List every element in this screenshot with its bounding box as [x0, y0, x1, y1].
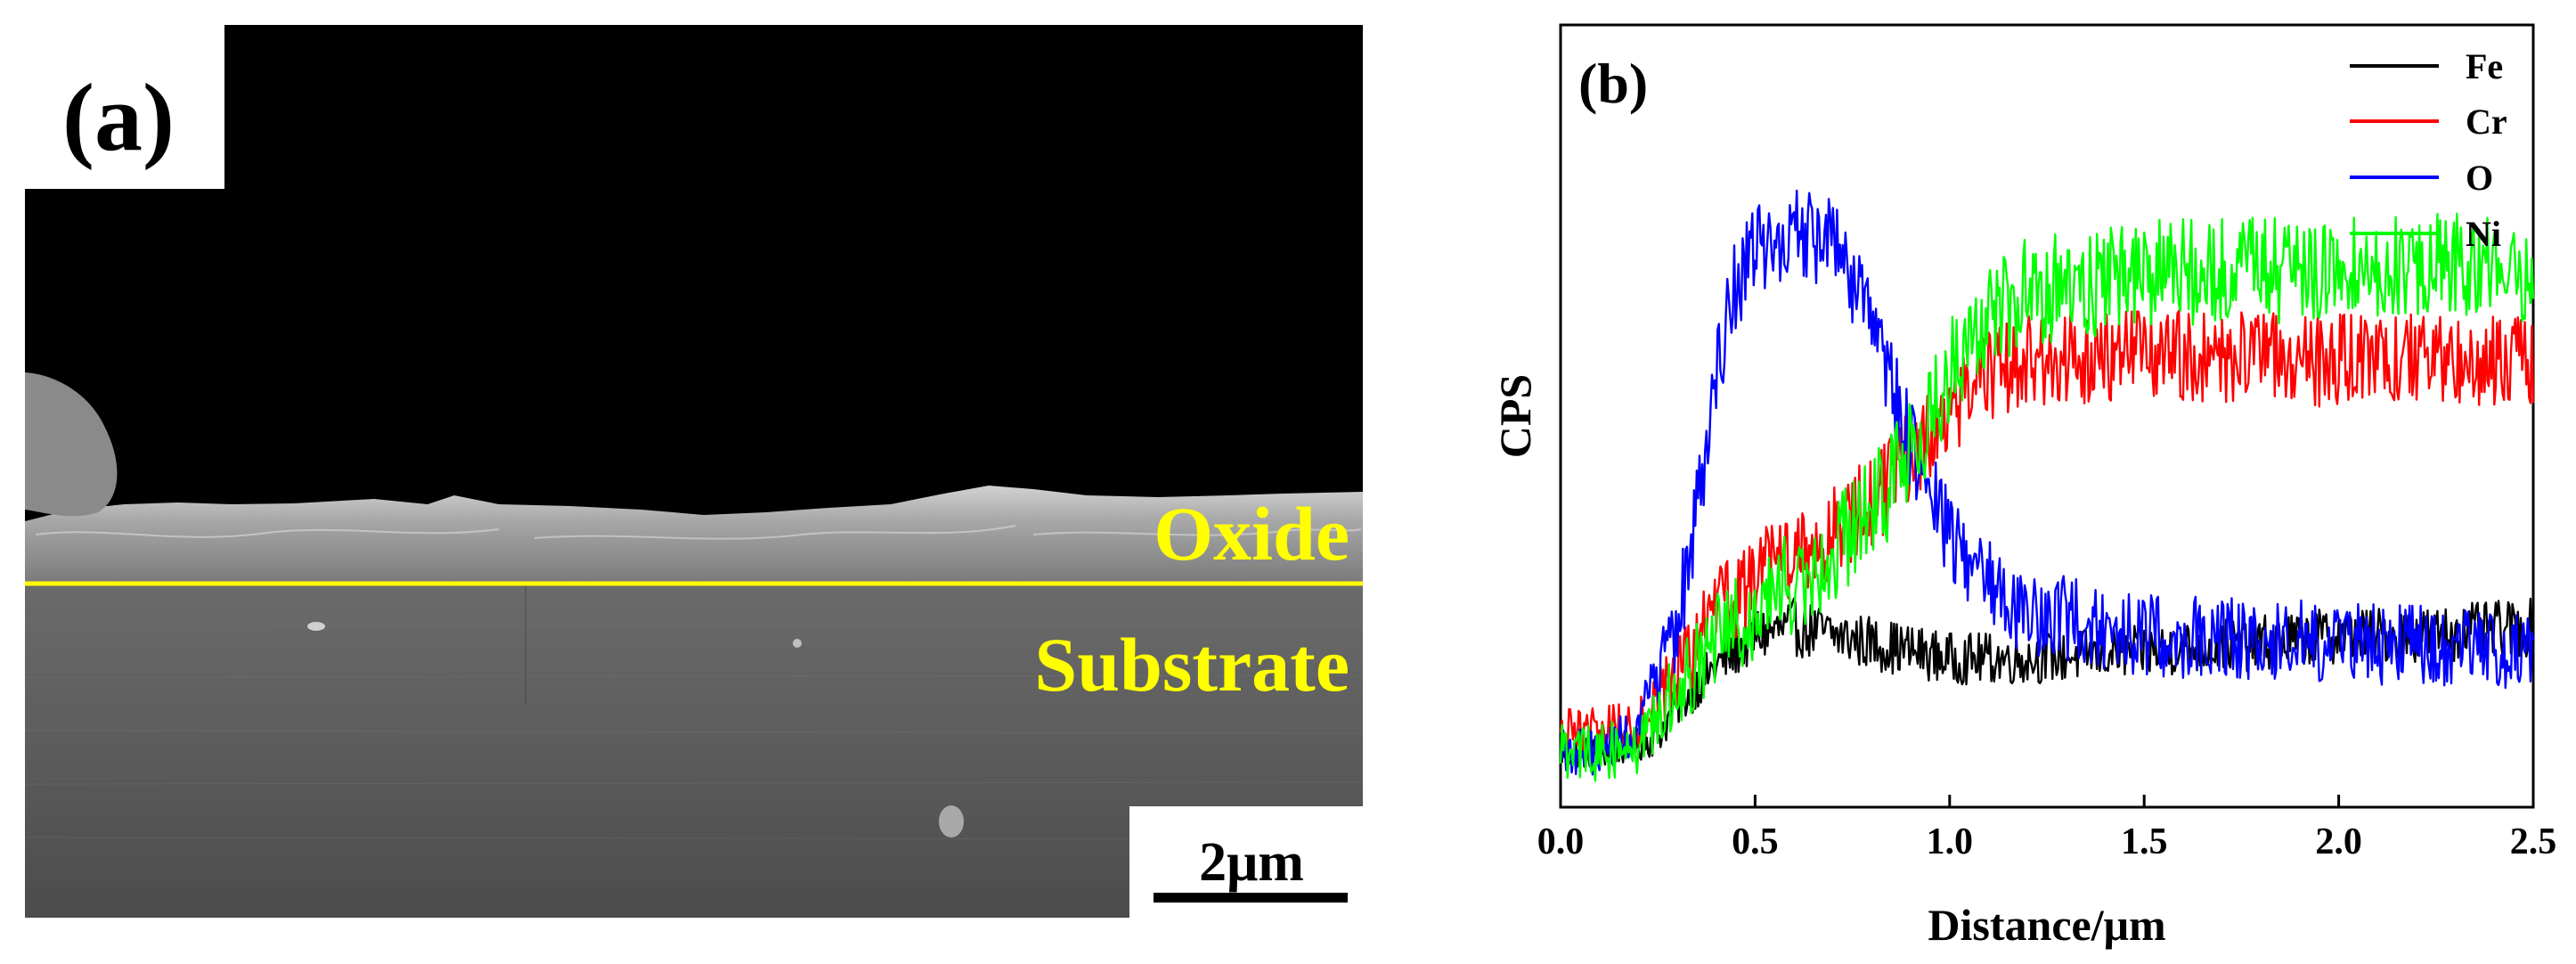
series-line-ni	[1559, 212, 2535, 782]
substrate-particle	[793, 639, 802, 648]
legend-entry-fe: Fe	[2350, 46, 2503, 86]
legend: Fe Cr O Ni	[2350, 46, 2507, 254]
sem-image-panel: (a) Oxide Substrate 2μm	[24, 25, 1364, 918]
oxide-texture	[35, 525, 1362, 540]
scale-bar-label: 2μm	[1199, 832, 1304, 893]
line-scan-chart: 0.0 0.5 1.0 1.5 2.0 2.5 (b) Fe Cr O Ni Distan…	[1490, 23, 2557, 950]
series-layer	[1559, 189, 2535, 782]
legend-label: Fe	[2466, 46, 2503, 86]
x-tick-label: 2.0	[2315, 821, 2362, 862]
substrate-label: Substrate	[1034, 622, 1349, 707]
legend-entry-ni: Ni	[2350, 214, 2501, 254]
x-tick-label: 1.5	[2121, 821, 2168, 862]
plot-frame	[1559, 23, 2535, 809]
series-line-o	[1559, 189, 2535, 776]
x-tick-label: 0.0	[1537, 821, 1585, 862]
x-ticks: 0.0 0.5 1.0 1.5 2.0 2.5	[1537, 795, 2557, 862]
x-tick-label: 0.5	[1732, 821, 1779, 862]
legend-entry-cr: Cr	[2350, 102, 2507, 142]
y-axis-label: CPS	[1490, 374, 1540, 458]
substrate-particle	[939, 805, 964, 837]
x-tick-label: 2.5	[2510, 821, 2557, 862]
oxide-label: Oxide	[1153, 491, 1349, 576]
legend-entry-o: O	[2350, 158, 2493, 198]
series-line-cr	[1559, 309, 2535, 759]
panel-a-label-box	[25, 25, 224, 189]
x-axis-label: Distance/μm	[1928, 900, 2165, 950]
legend-label: O	[2466, 158, 2493, 198]
substrate-particle	[307, 622, 325, 631]
panel-a-label: (a)	[62, 65, 175, 171]
legend-label: Ni	[2466, 214, 2501, 254]
panel-b-label: (b)	[1578, 52, 1648, 115]
x-tick-label: 1.0	[1927, 821, 1974, 862]
sem-oxide-layer	[25, 486, 1363, 584]
sem-debris-particle	[25, 372, 118, 517]
scale-bar	[1153, 893, 1348, 903]
legend-label: Cr	[2466, 102, 2507, 142]
